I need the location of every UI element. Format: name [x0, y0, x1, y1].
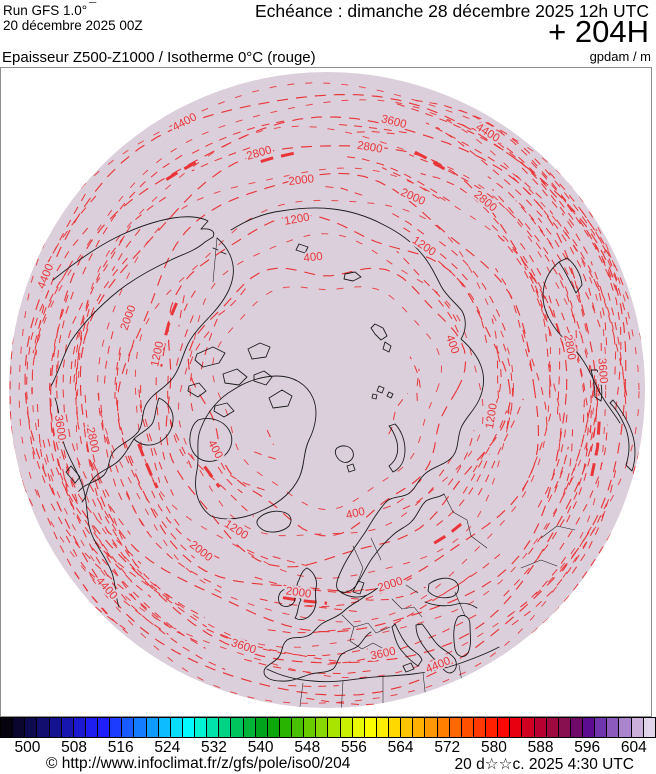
colorbar-cell [642, 717, 656, 738]
coast-pacific [54, 397, 120, 608]
colorbar-tick: 524 [154, 739, 181, 756]
contour-label: 3600 [595, 358, 609, 384]
coast-west-europe [263, 610, 372, 682]
coast-north-africa [266, 646, 500, 683]
map-frame: 400 400 400 400 1200 1200 1200 1200 1200 2000 2000… [0, 67, 652, 717]
new-siberian-islands [343, 271, 362, 282]
asia-borders [443, 493, 576, 569]
colorbar-ticks: 500 508 516 524 532 540 548 556 564 572 580 588 596 6… [0, 739, 656, 756]
contour-label: 3600 [52, 414, 67, 441]
map-disk [9, 72, 645, 708]
coast-labrador [81, 438, 135, 503]
novaya-zemlya [388, 423, 406, 473]
sakhalin [590, 369, 603, 402]
contour-label: 400 [303, 251, 323, 265]
wrangel-island [295, 243, 309, 254]
product-title: Epaisseur Z500-Z1000 / Isotherme 0°C (ro… [2, 49, 316, 66]
colorbar-tick: 580 [480, 739, 507, 756]
coast-alaska [50, 216, 215, 387]
contour-label: 2000 [288, 173, 315, 188]
coast-scandinavia [336, 493, 445, 593]
vancouver-island [65, 465, 81, 484]
colorbar-tick: 548 [294, 739, 321, 756]
colorbar-tick: 596 [574, 739, 601, 756]
italy [391, 623, 423, 673]
black-sea [427, 577, 459, 599]
great-britain [294, 567, 317, 621]
coast-canada-arctic [78, 237, 234, 492]
colorbar-tick: 588 [527, 739, 554, 756]
colorbar-tick: 572 [434, 739, 461, 756]
japan [609, 399, 636, 472]
stray-mark: ¯ [89, 0, 97, 15]
colorbar-tick: 508 [61, 739, 87, 756]
coast-siberia [230, 207, 484, 503]
colorbar-tick: 500 [14, 739, 41, 756]
coast-baltic [337, 578, 391, 612]
hudson-bay [133, 397, 174, 446]
border-alaska-yukon [212, 237, 218, 283]
forecast-horizon: + 204H [548, 14, 649, 49]
caspian-sea [453, 614, 471, 657]
coastlines [50, 207, 636, 708]
footer-copyright: © http://www.infoclimat.fr/z/gfs/pole/is… [46, 755, 351, 772]
colorbar [0, 717, 656, 738]
iceland [256, 510, 292, 533]
greenland [195, 375, 317, 520]
ireland [278, 589, 296, 607]
kamchatka [558, 257, 583, 294]
bering-islets [212, 247, 227, 255]
contour-label: 2000 [285, 585, 312, 600]
run-model-label: Run GFS 1.0° [3, 3, 88, 18]
unit-label: gpdam / m [589, 49, 651, 64]
franz-josef-land [371, 385, 394, 400]
turkey-coast [424, 601, 478, 609]
run-date-label: 20 décembre 2025 00Z [3, 18, 143, 33]
colorbar-tick: 516 [107, 739, 134, 756]
footer-datetime: 20 d☆☆c. 2025 4:30 UTC [454, 756, 634, 773]
baffin-island [189, 418, 233, 462]
polar-map: 4004004004001200120012001200120020002000… [9, 72, 645, 708]
echeance-label: Echéance : dimanche 28 décembre 2025 12h… [255, 1, 649, 21]
africa-borders [298, 664, 466, 708]
arctic-archipelago [187, 342, 293, 418]
europe-borders [341, 537, 423, 650]
caucasus-line [454, 591, 466, 617]
colorbar-tick: 556 [341, 739, 367, 756]
svalbard [334, 445, 356, 473]
colorbar-tick: 532 [201, 739, 227, 756]
balkans-greece [415, 623, 457, 674]
colorbar-tick: 540 [247, 739, 274, 756]
severnaya-zemlya [370, 323, 392, 353]
colorbar-tick: 564 [387, 739, 414, 756]
colorbar-tick: 604 [620, 739, 647, 756]
